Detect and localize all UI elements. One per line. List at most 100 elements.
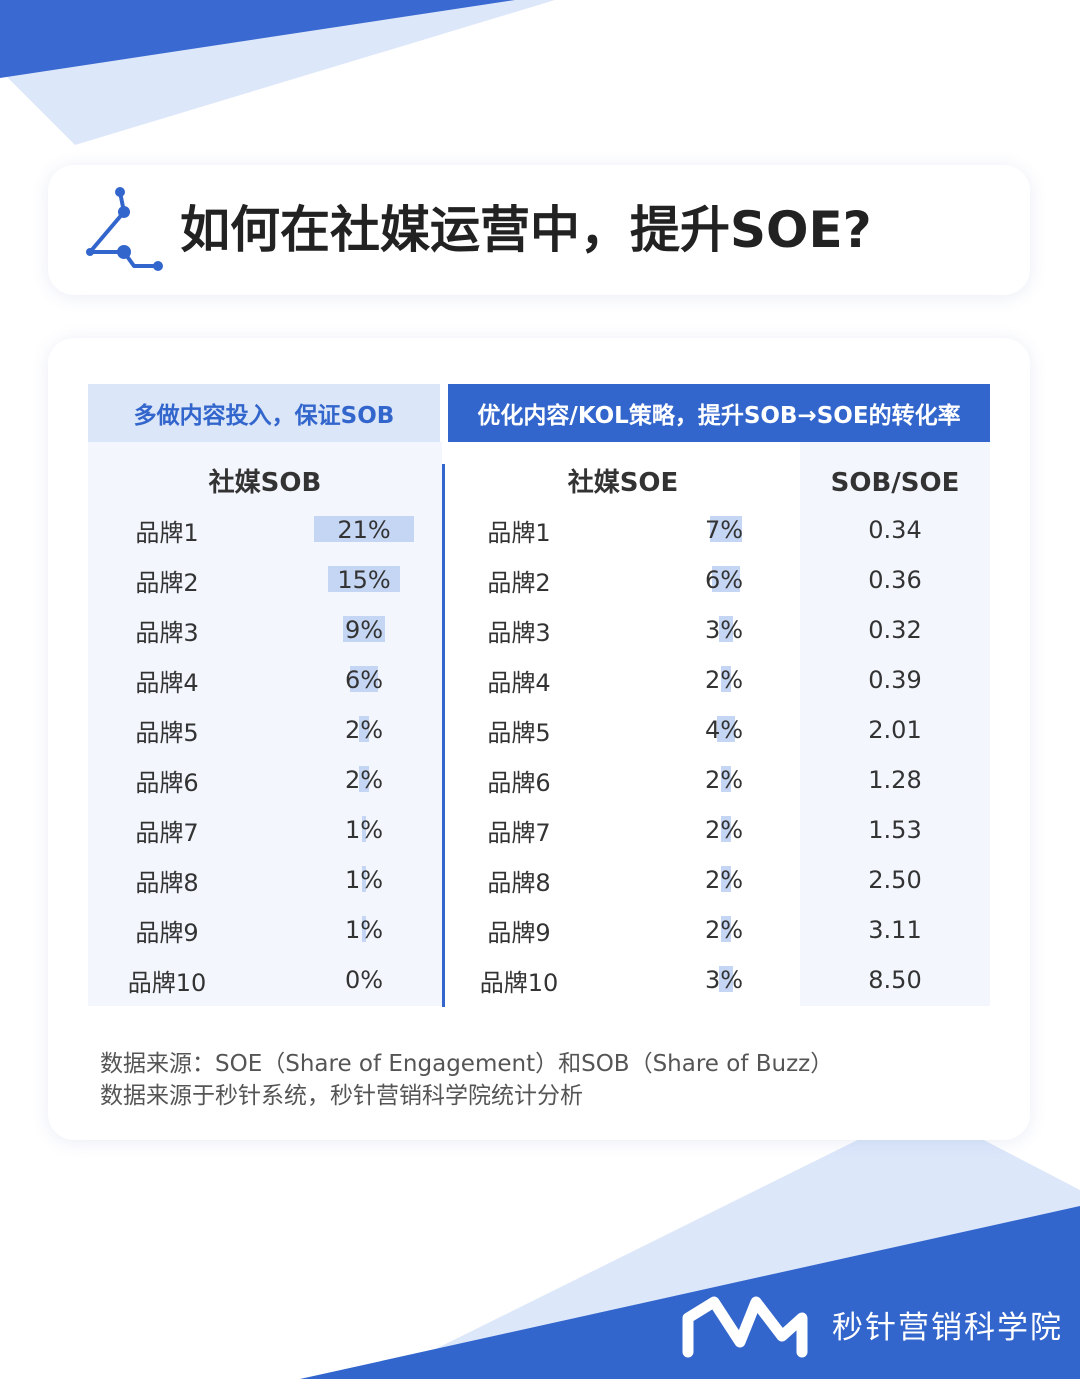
soe-bar-cell: 2% bbox=[674, 808, 774, 858]
sob-row-brand: 品牌4 bbox=[135, 669, 199, 697]
ratio-cell: 3.11 bbox=[800, 908, 990, 958]
sob-row-brand: 品牌7 bbox=[135, 819, 199, 847]
ratio-cell: 1.28 bbox=[800, 758, 990, 808]
sob-value: 1% bbox=[344, 916, 384, 944]
ratio-cell: 2.01 bbox=[800, 708, 990, 758]
sob-bar bbox=[328, 566, 400, 592]
ratio-cell: 2.50 bbox=[800, 858, 990, 908]
soe-value: 2% bbox=[704, 766, 744, 794]
ratio-cell: 0.36 bbox=[800, 558, 990, 608]
ratio-panel bbox=[800, 442, 990, 1006]
ratio-value: 1.53 bbox=[868, 816, 922, 844]
header-left: 多做内容投入，保证SOB bbox=[88, 384, 440, 442]
soe-row-brand: 品牌3 bbox=[487, 619, 551, 647]
soe-bar-cell: 6% bbox=[674, 558, 774, 608]
soe-bar bbox=[716, 716, 736, 742]
sob-value: 1% bbox=[344, 866, 384, 894]
soe-value: 6% bbox=[704, 566, 744, 594]
soe-bar bbox=[712, 566, 740, 592]
soe-bar-cell: 4% bbox=[674, 708, 774, 758]
sob-value: 15% bbox=[337, 566, 391, 594]
sob-bar bbox=[359, 766, 369, 792]
ratio-cell: 8.50 bbox=[800, 958, 990, 1008]
sob-value: 0% bbox=[344, 966, 384, 994]
sob-row-brand: 品牌5 bbox=[135, 719, 199, 747]
soe-bar bbox=[719, 966, 733, 992]
sob-bar bbox=[361, 866, 367, 892]
constellation-icon bbox=[86, 187, 163, 271]
soe-row-brand: 品牌4 bbox=[487, 669, 551, 697]
sob-row-brand: 品牌6 bbox=[135, 769, 199, 797]
soe-value: 2% bbox=[704, 866, 744, 894]
sob-value: 6% bbox=[344, 666, 384, 694]
soe-bar bbox=[710, 516, 742, 542]
sob-bar bbox=[361, 816, 367, 842]
sob-bar bbox=[361, 916, 367, 942]
soe-row-brand: 品牌9 bbox=[487, 919, 551, 947]
soe-value: 2% bbox=[704, 916, 744, 944]
ratio-value: 8.50 bbox=[868, 966, 922, 994]
ratio-value: 0.32 bbox=[868, 616, 922, 644]
soe-bar bbox=[721, 666, 731, 692]
page-title: 如何在社媒运营中，提升SOE? bbox=[180, 201, 872, 259]
sob-row-brand: 品牌1 bbox=[135, 519, 199, 547]
sob-bar bbox=[349, 666, 379, 692]
sob-value: 21% bbox=[337, 516, 391, 544]
sob-value: 2% bbox=[344, 766, 384, 794]
sob-bar-cell: 1% bbox=[314, 858, 414, 908]
sob-bar-cell: 9% bbox=[314, 608, 414, 658]
soe-bar-cell: 2% bbox=[674, 658, 774, 708]
ratio-value: 2.50 bbox=[868, 866, 922, 894]
soe-value: 3% bbox=[704, 966, 744, 994]
ratio-value: 0.39 bbox=[868, 666, 922, 694]
soe-bar-cell: 2% bbox=[674, 908, 774, 958]
sob-row-brand: 品牌9 bbox=[135, 919, 199, 947]
sob-row-brand: 品牌2 bbox=[135, 569, 199, 597]
sob-value: 9% bbox=[344, 616, 384, 644]
ratio-cell: 0.34 bbox=[800, 508, 990, 558]
column-title-ratio: SOB/SOE bbox=[830, 468, 960, 498]
sob-bar-cell: 6% bbox=[314, 658, 414, 708]
soe-bar-cell: 2% bbox=[674, 758, 774, 808]
soe-row-brand: 品牌5 bbox=[487, 719, 551, 747]
sob-bar-cell: 1% bbox=[314, 808, 414, 858]
title-card bbox=[48, 165, 1030, 295]
ratio-value: 0.36 bbox=[868, 566, 922, 594]
soe-bar-cell: 2% bbox=[674, 858, 774, 908]
soe-bar-cell: 3% bbox=[674, 608, 774, 658]
sob-row-brand: 品牌8 bbox=[135, 869, 199, 897]
sob-bar bbox=[359, 716, 369, 742]
sob-bar bbox=[342, 616, 386, 642]
soe-row-brand: 品牌8 bbox=[487, 869, 551, 897]
soe-value: 2% bbox=[704, 816, 744, 844]
header-right: 优化内容/KOL策略，提升SOB→SOE的转化率 bbox=[448, 384, 990, 442]
note-line-1: 数据来源：SOE（Share of Engagement）和SOB（Share … bbox=[100, 1051, 834, 1077]
sob-value: 2% bbox=[344, 716, 384, 744]
soe-bar-cell: 7% bbox=[674, 508, 774, 558]
soe-row-brand: 品牌10 bbox=[479, 969, 559, 997]
miaozhen-logo-icon bbox=[682, 1296, 808, 1358]
ratio-value: 1.28 bbox=[868, 766, 922, 794]
sob-bar-cell: 1% bbox=[314, 908, 414, 958]
soe-bar bbox=[719, 616, 733, 642]
note-line-2: 数据来源于秒针系统，秒针营销科学院统计分析 bbox=[100, 1083, 583, 1109]
column-title-soe: 社媒SOE bbox=[567, 468, 679, 498]
sob-bar-cell: 0% bbox=[314, 958, 414, 1008]
soe-row-brand: 品牌1 bbox=[487, 519, 551, 547]
brand-name: 秒针营销科学院 bbox=[832, 1310, 1063, 1346]
soe-bar bbox=[721, 816, 731, 842]
column-title-sob: 社媒SOB bbox=[208, 468, 322, 498]
soe-bar-cell: 3% bbox=[674, 958, 774, 1008]
soe-value: 4% bbox=[704, 716, 744, 744]
ratio-cell: 0.39 bbox=[800, 658, 990, 708]
sob-bar-cell: 2% bbox=[314, 708, 414, 758]
soe-bar bbox=[721, 766, 731, 792]
ratio-cell: 0.32 bbox=[800, 608, 990, 658]
soe-value: 2% bbox=[704, 666, 744, 694]
ratio-value: 3.11 bbox=[868, 916, 922, 944]
soe-row-brand: 品牌6 bbox=[487, 769, 551, 797]
soe-bar bbox=[721, 866, 731, 892]
soe-value: 3% bbox=[704, 616, 744, 644]
sob-bar bbox=[314, 516, 414, 542]
